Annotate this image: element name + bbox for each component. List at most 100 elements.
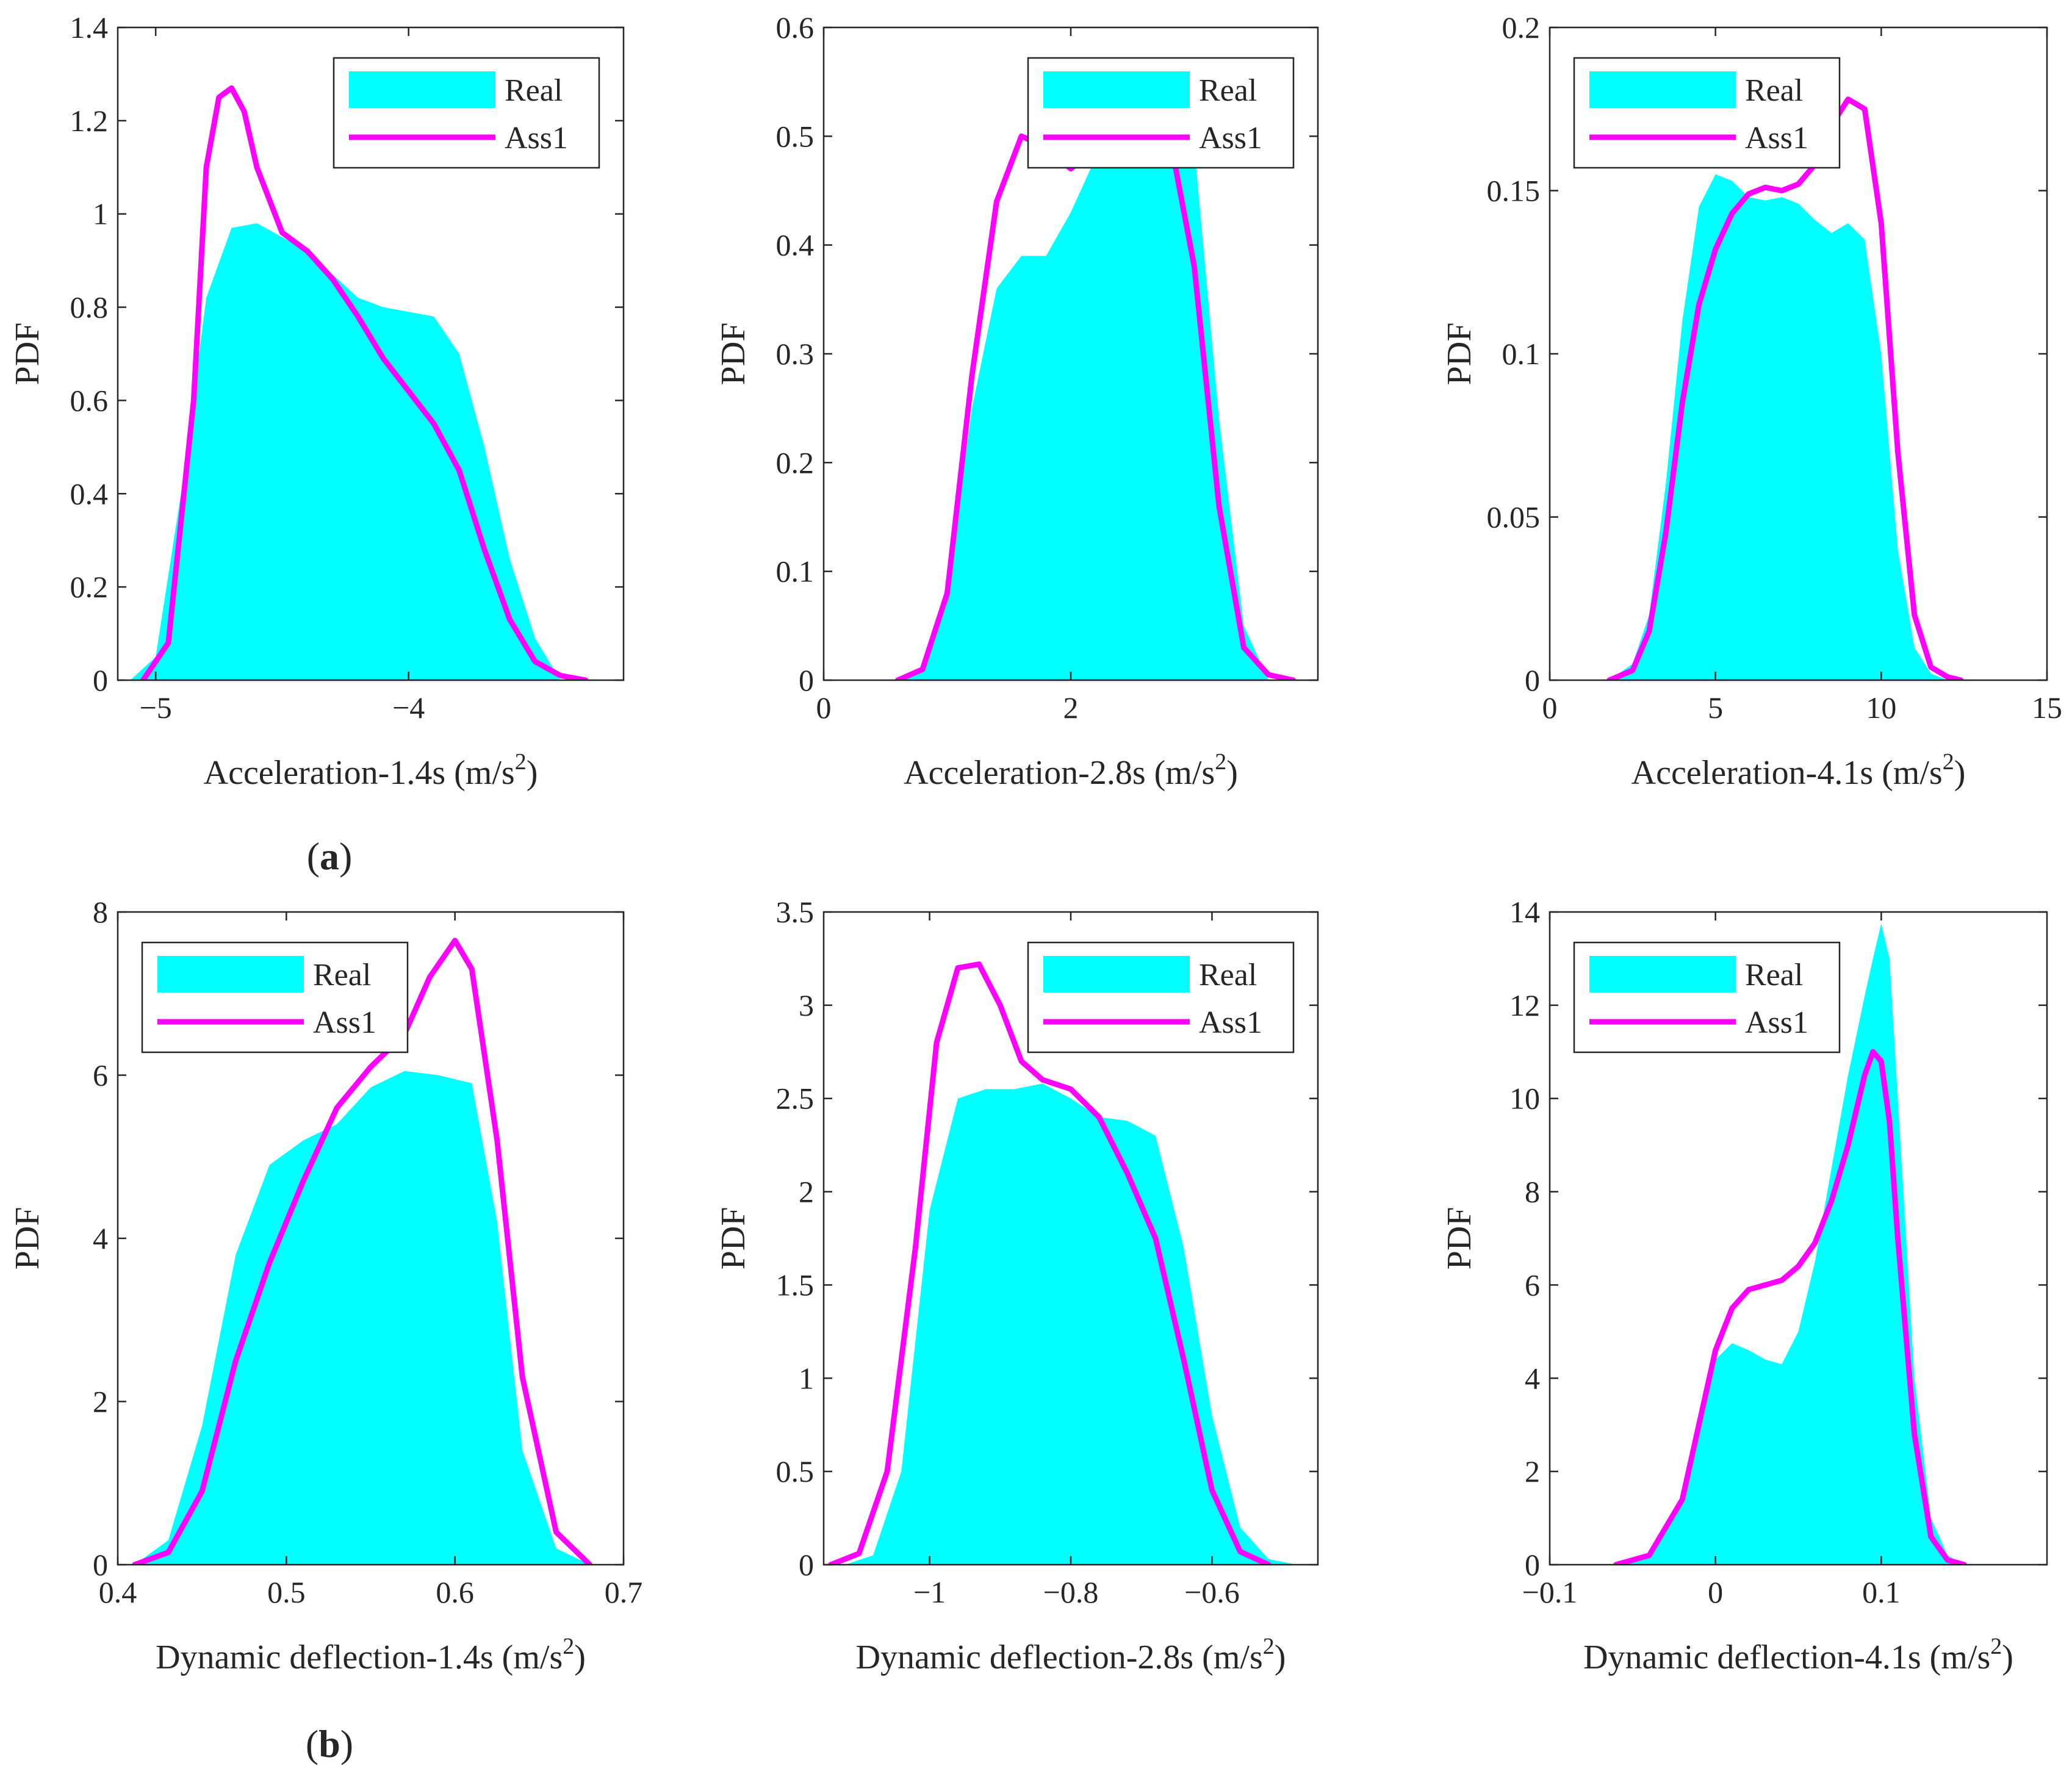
y-tick-label: 0.05 (1487, 500, 1541, 534)
legend: Real Ass1 (1027, 57, 1295, 169)
panel-label-a: (a) (307, 835, 353, 878)
y-tick-label: 0.6 (70, 383, 109, 417)
y-tick-label: 14 (1509, 895, 1540, 929)
y-tick-label: 2 (1525, 1454, 1540, 1488)
legend-label-ass1: Ass1 (1745, 1005, 1808, 1040)
x-tick-label: 2 (1063, 691, 1079, 725)
legend: Real Ass1 (333, 57, 600, 169)
legend-swatch-real (349, 71, 495, 108)
y-tick-label: 1.4 (70, 10, 109, 45)
legend-label-real: Real (1199, 958, 1257, 992)
x-tick-label: −4 (392, 691, 425, 725)
y-tick-label: 0.8 (70, 290, 109, 325)
y-tick-label: 8 (1525, 1175, 1540, 1209)
y-tick-label: 3 (799, 988, 814, 1022)
y-axis-label: PDF (714, 323, 752, 386)
series-real-area (134, 1071, 590, 1565)
x-tick-label: 15 (2032, 691, 2062, 725)
series-ass1-line (1613, 1049, 1967, 1565)
y-axis-label: PDF (9, 1207, 46, 1270)
y-tick-label: 0.2 (776, 445, 815, 479)
y-tick-label: 1.5 (776, 1268, 815, 1302)
x-axis-label: Acceleration-4.1s (m/s2) (1631, 749, 1966, 792)
y-tick-label: 1.2 (70, 104, 109, 138)
series-real-area (1616, 924, 1965, 1565)
x-tick-label: 5 (1708, 691, 1723, 725)
legend-label-ass1: Ass1 (1745, 121, 1808, 156)
y-tick-label: 10 (1509, 1082, 1540, 1116)
y-tick-label: 0 (799, 1548, 814, 1582)
legend-label-real: Real (313, 958, 371, 992)
legend-swatch-real (157, 956, 304, 992)
legend-label-ass1: Ass1 (1199, 121, 1262, 156)
legend-swatch-real (1043, 71, 1190, 108)
y-tick-label: 0.1 (1502, 337, 1541, 371)
y-tick-label: 0.4 (776, 228, 815, 262)
series-real-area (898, 71, 1268, 680)
y-tick-label: 2 (799, 1175, 814, 1209)
legend: Real Ass1 (1027, 941, 1295, 1053)
y-tick-label: 2.5 (776, 1082, 815, 1116)
chart-4: 0 2 4 6 8 0.4 0.5 0.6 0.7 Dynamic deflection-1.4s… (9, 895, 642, 1676)
y-tick-label: 0.2 (1502, 10, 1541, 45)
legend: Real Ass1 (1573, 941, 1841, 1053)
y-tick-label: 0 (1525, 1548, 1540, 1582)
legend-label-real: Real (1745, 958, 1803, 992)
y-tick-label: 12 (1509, 988, 1540, 1022)
x-tick-label: −1 (913, 1575, 946, 1609)
legend-label-ass1: Ass1 (505, 121, 568, 156)
y-tick-label: 0.15 (1487, 174, 1541, 208)
axes-box (1549, 911, 2048, 1566)
axes-box (117, 26, 625, 681)
series-real-area (1609, 174, 1948, 680)
legend: Real Ass1 (141, 941, 409, 1053)
x-tick-label: −0.1 (1522, 1575, 1578, 1609)
x-tick-label: −0.8 (1043, 1575, 1099, 1609)
chart-5: 0 0.5 1 1.5 2 2.5 3 3.5 −1 −0.8 −0.6 Dynamic deflec… (714, 895, 1319, 1676)
legend-label-ass1: Ass1 (1199, 1005, 1262, 1040)
x-tick-label: 10 (1866, 691, 1896, 725)
x-tick-label: 0.7 (605, 1575, 643, 1609)
y-tick-label: 0.5 (776, 119, 815, 153)
plot-area (828, 961, 1297, 1565)
y-tick-label: 3.5 (776, 895, 815, 929)
y-tick-label: 0.3 (776, 337, 815, 371)
x-tick-label: 0.6 (436, 1575, 474, 1609)
y-axis-label: PDF (1441, 323, 1478, 386)
x-tick-label: 0 (1708, 1575, 1723, 1609)
panel-label-b: (b) (306, 1722, 353, 1765)
y-tick-label: 6 (1525, 1268, 1540, 1302)
x-axis-label: Dynamic deflection-4.1s (m/s2) (1583, 1634, 2013, 1676)
y-tick-label: 0.4 (70, 476, 109, 511)
panels: 0 0.2 0.4 0.6 0.8 1 1.2 1.4 −5 −4 Acceleration-1.4… (9, 10, 2062, 1676)
chart-1: 0 0.2 0.4 0.6 0.8 1 1.2 1.4 −5 −4 Acceleration-1.4… (9, 10, 625, 792)
legend-swatch-real (1589, 71, 1736, 108)
legend-label-real: Real (1745, 73, 1803, 108)
series-real-area (844, 1083, 1297, 1565)
y-tick-label: 0 (93, 1548, 108, 1582)
y-tick-label: 8 (93, 895, 108, 929)
x-axis-label: Acceleration-1.4s (m/s2) (204, 749, 538, 792)
legend-label-real: Real (1199, 73, 1257, 108)
y-tick-label: 0.6 (776, 10, 815, 45)
legend-swatch-real (1589, 956, 1736, 992)
legend: Real Ass1 (1573, 57, 1841, 169)
x-axis-label: Acceleration-2.8s (m/s2) (904, 749, 1238, 792)
legend-swatch-real (1043, 956, 1190, 992)
y-tick-label: 4 (1525, 1361, 1540, 1395)
y-tick-label: 0 (93, 663, 108, 697)
y-tick-label: 0.1 (776, 555, 815, 589)
y-tick-label: 1 (93, 197, 108, 231)
plot-area (1606, 96, 1964, 680)
x-tick-label: −0.6 (1184, 1575, 1240, 1609)
y-tick-label: 4 (93, 1221, 108, 1255)
y-tick-label: 2 (93, 1385, 108, 1419)
y-tick-label: 0.5 (776, 1454, 815, 1488)
legend-label-real: Real (505, 73, 563, 108)
x-tick-label: 0 (816, 691, 832, 725)
x-tick-label: 0.5 (267, 1575, 306, 1609)
series-ass1-line (828, 961, 1272, 1565)
x-tick-label: −5 (140, 691, 172, 725)
